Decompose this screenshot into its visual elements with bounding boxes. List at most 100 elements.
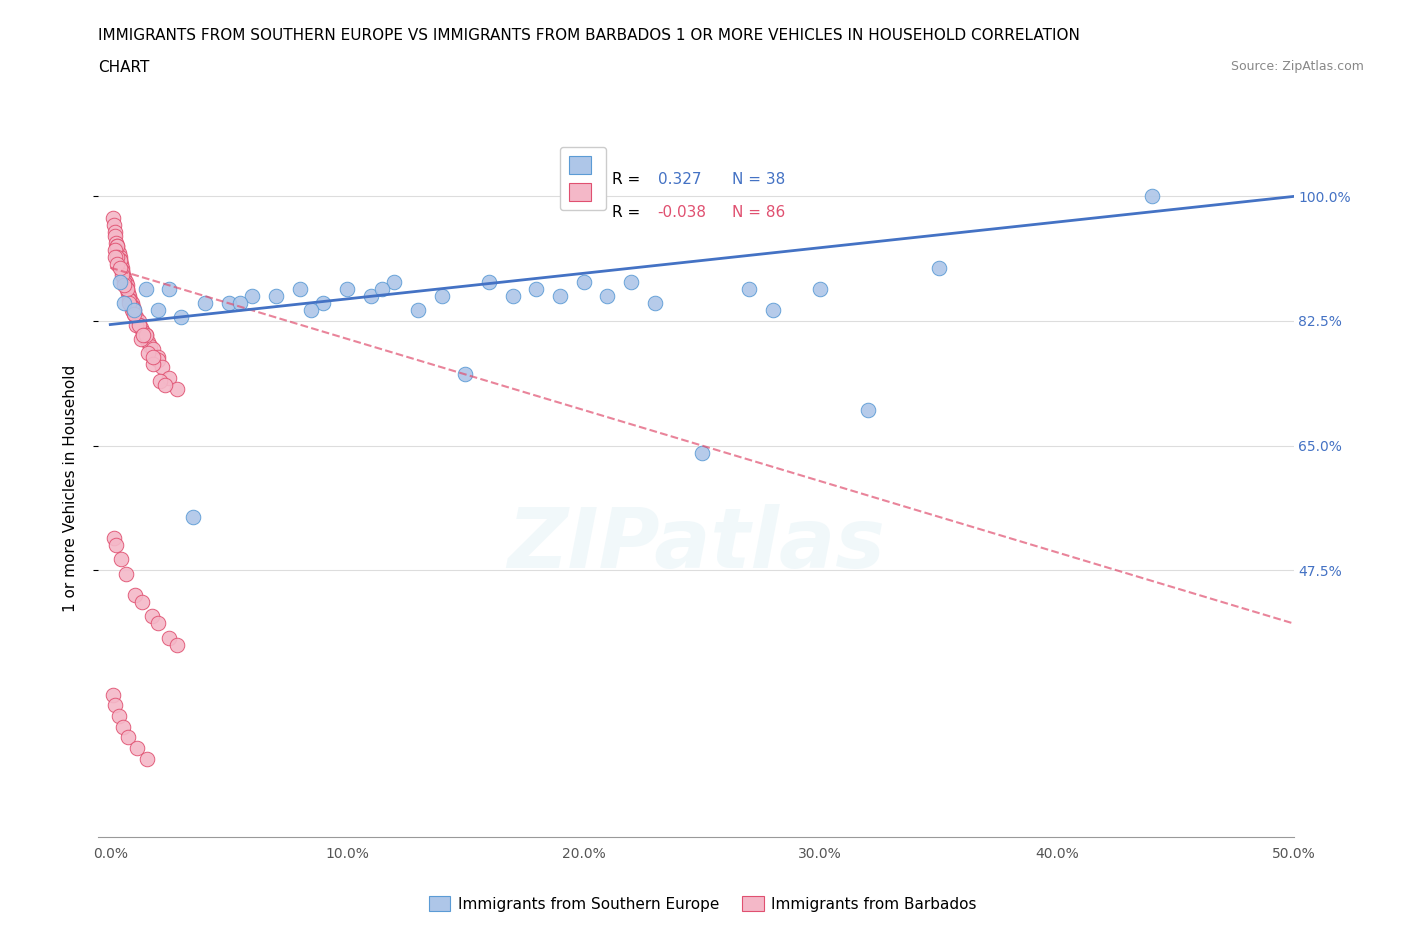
Point [105, 239, 128, 254]
Point [142, 349, 165, 364]
Point [299, 303, 322, 318]
Point [762, 303, 785, 318]
Point [135, 327, 157, 342]
Point [108, 274, 131, 289]
Point [620, 274, 643, 289]
Point [121, 303, 143, 318]
Point [166, 637, 188, 652]
Point [240, 288, 263, 303]
Point [146, 349, 169, 364]
Point [108, 260, 131, 275]
Point [128, 317, 150, 332]
Point [478, 274, 501, 289]
Point [105, 257, 128, 272]
Point [122, 307, 145, 322]
Text: N = 38: N = 38 [733, 172, 785, 188]
Point [690, 445, 713, 460]
Point [110, 552, 132, 567]
Point [103, 218, 125, 232]
Point [114, 296, 136, 311]
Point [132, 325, 155, 339]
Point [157, 631, 180, 645]
Point [103, 531, 125, 546]
Point [114, 274, 136, 289]
Point [118, 288, 141, 303]
Point [928, 260, 950, 275]
Text: ZIPatlas: ZIPatlas [508, 503, 884, 585]
Point [132, 327, 155, 342]
Point [117, 286, 139, 300]
Point [108, 253, 131, 268]
Point [105, 235, 128, 250]
Point [131, 594, 153, 609]
Point [127, 740, 149, 755]
Point [117, 730, 139, 745]
Point [181, 510, 204, 525]
Point [135, 331, 157, 346]
Point [336, 282, 359, 297]
Point [135, 327, 157, 342]
Text: CHART: CHART [98, 60, 150, 75]
Point [110, 257, 132, 272]
Point [101, 210, 124, 225]
Point [808, 282, 831, 297]
Point [101, 687, 124, 702]
Point [122, 307, 145, 322]
Point [104, 228, 127, 243]
Point [105, 538, 128, 552]
Point [105, 243, 128, 258]
Point [141, 609, 163, 624]
Point [153, 378, 176, 392]
Point [128, 313, 150, 328]
Point [406, 303, 429, 318]
Point [114, 274, 136, 289]
Point [122, 303, 145, 318]
Point [430, 288, 453, 303]
Point [229, 296, 252, 311]
Point [194, 296, 217, 311]
Point [288, 282, 311, 297]
Point [111, 264, 134, 279]
Point [572, 274, 595, 289]
Point [115, 278, 138, 293]
Point [118, 296, 141, 311]
Point [114, 566, 136, 581]
Point [150, 360, 173, 375]
Point [104, 249, 127, 264]
Point [115, 282, 138, 297]
Point [111, 264, 134, 279]
Point [105, 249, 128, 264]
Point [166, 381, 188, 396]
Point [112, 719, 135, 734]
Point [149, 374, 172, 389]
Point [136, 335, 159, 350]
Text: N = 86: N = 86 [733, 206, 785, 220]
Point [146, 616, 169, 631]
Text: IMMIGRANTS FROM SOUTHERN EUROPE VS IMMIGRANTS FROM BARBADOS 1 OR MORE VEHICLES I: IMMIGRANTS FROM SOUTHERN EUROPE VS IMMIG… [98, 28, 1080, 43]
Point [135, 282, 157, 297]
Point [264, 288, 287, 303]
Point [371, 282, 394, 297]
Point [136, 346, 159, 361]
Point [108, 249, 131, 264]
Point [312, 296, 335, 311]
Y-axis label: 1 or more Vehicles in Household: 1 or more Vehicles in Household [63, 365, 77, 612]
Point [360, 288, 382, 303]
Point [218, 296, 240, 311]
Point [136, 751, 159, 766]
Point [121, 299, 143, 314]
Point [157, 370, 180, 385]
Point [118, 292, 141, 307]
Point [114, 278, 136, 293]
Legend: , : , [560, 147, 606, 210]
Text: -0.038: -0.038 [658, 206, 707, 220]
Point [170, 310, 193, 325]
Point [382, 274, 405, 289]
Point [125, 310, 148, 325]
Point [146, 352, 169, 367]
Point [548, 288, 571, 303]
Point [121, 296, 143, 311]
Point [111, 267, 134, 282]
Point [524, 282, 547, 297]
Text: R =: R = [613, 206, 641, 220]
